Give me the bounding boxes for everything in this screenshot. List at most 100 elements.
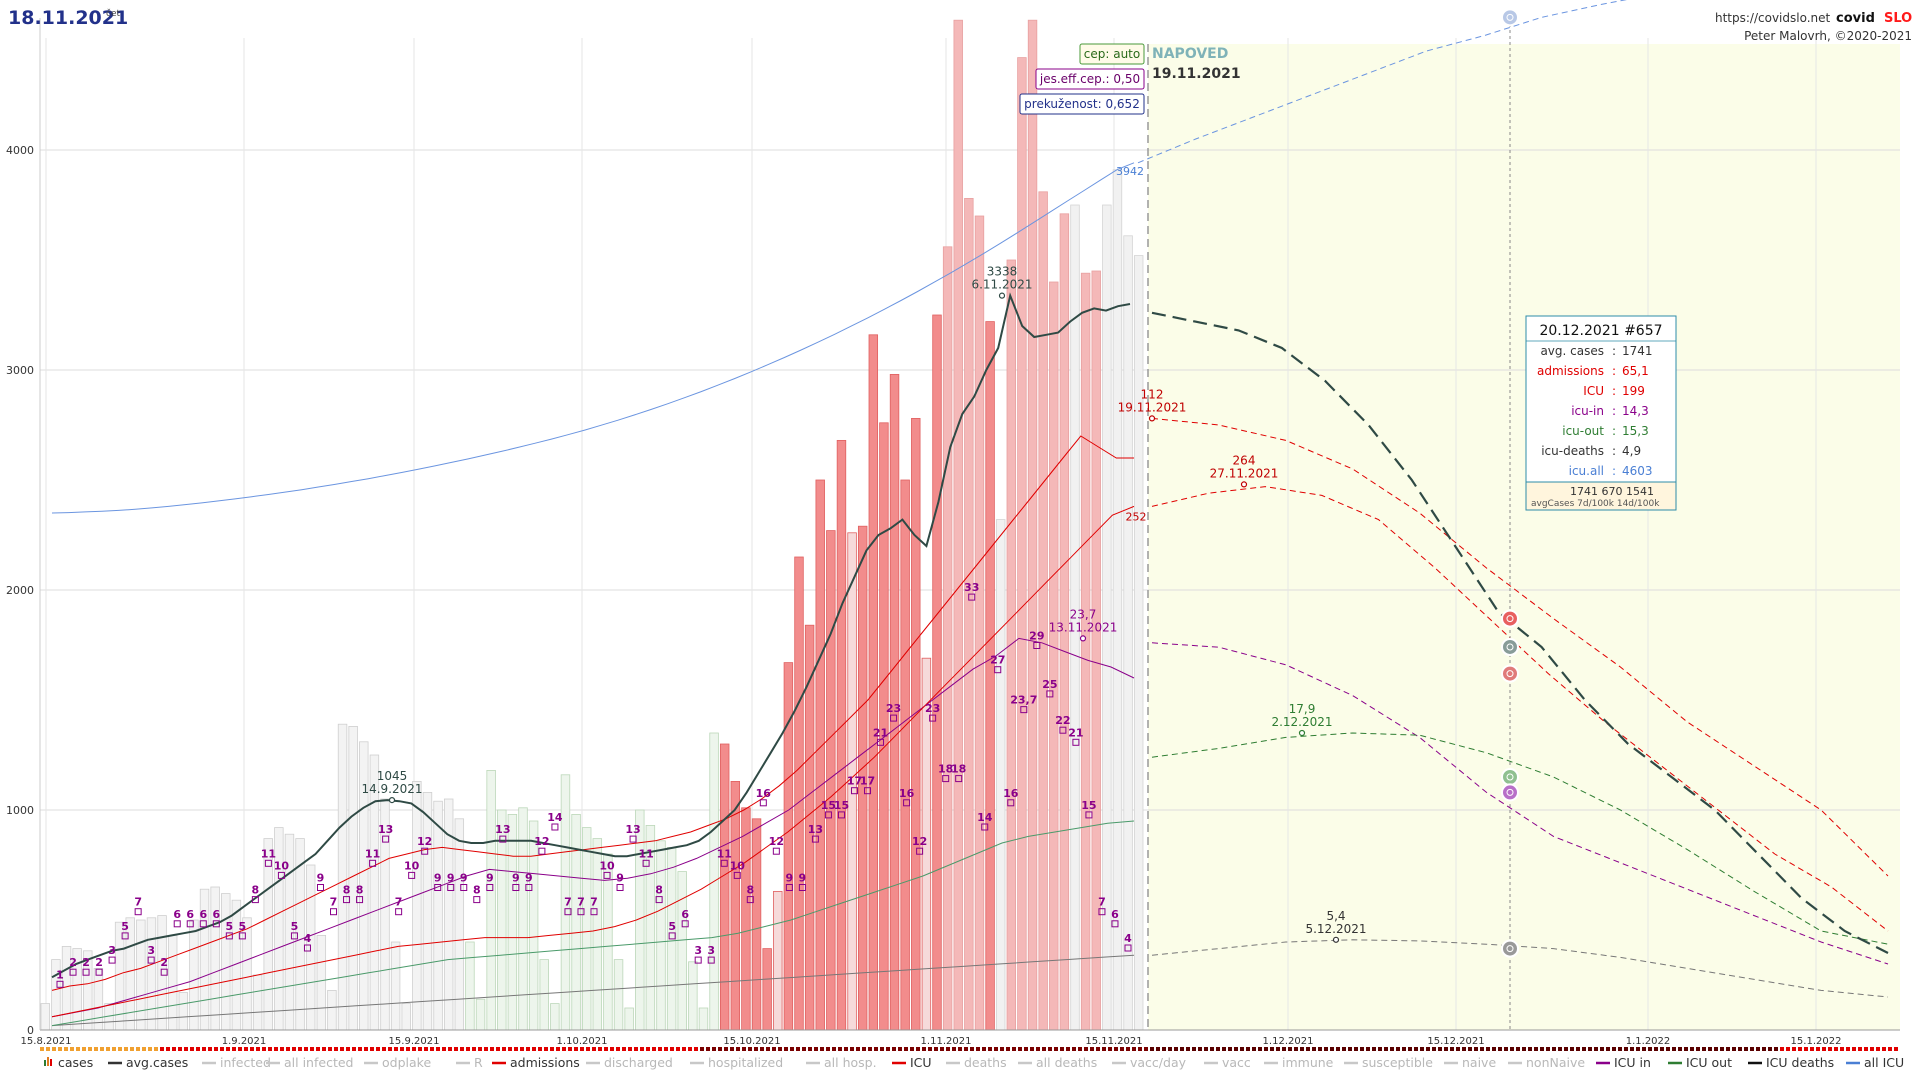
cursor-dot xyxy=(1501,664,1519,683)
icu-in-marker: 14 xyxy=(977,811,993,824)
status-cell xyxy=(1174,1047,1178,1051)
status-cell xyxy=(466,1047,470,1051)
status-cell xyxy=(1630,1047,1634,1051)
legend-item[interactable]: vacc/day xyxy=(1112,1055,1187,1070)
cursor-points xyxy=(1501,8,1519,958)
legend-item[interactable]: all deaths xyxy=(1018,1055,1097,1070)
status-cell xyxy=(808,1047,812,1051)
legend-item[interactable]: naive xyxy=(1444,1055,1496,1070)
status-cell xyxy=(1150,1047,1154,1051)
legend-item[interactable]: discharged xyxy=(586,1055,673,1070)
status-cell xyxy=(1066,1047,1070,1051)
status-cell xyxy=(946,1047,950,1051)
annotation-value: 3338 xyxy=(987,265,1018,279)
status-cell xyxy=(1828,1047,1832,1051)
icu-in-marker: 5 xyxy=(291,920,299,933)
cases-bar xyxy=(964,197,974,1031)
status-cell xyxy=(64,1047,68,1051)
status-cell xyxy=(1744,1047,1748,1051)
annotation-value: 264 xyxy=(1233,453,1256,467)
icu-in-marker-box xyxy=(1098,908,1106,916)
status-cell xyxy=(1522,1047,1526,1051)
status-cell xyxy=(754,1047,758,1051)
icu-in-marker: 9 xyxy=(786,872,794,885)
cases-bar xyxy=(412,781,422,1031)
tooltip-row-sep: : xyxy=(1612,444,1616,458)
status-cell xyxy=(622,1047,626,1051)
icu-in-marker: 12 xyxy=(534,835,549,848)
status-cell xyxy=(1228,1047,1232,1051)
icu-in-marker-box xyxy=(903,799,911,807)
cases-bar xyxy=(868,334,879,1031)
cases-bar xyxy=(932,314,942,1031)
icu-in-marker-box xyxy=(616,884,624,891)
status-cell xyxy=(1042,1047,1046,1051)
legend-item[interactable]: ICU out xyxy=(1668,1055,1732,1070)
status-cell xyxy=(1024,1047,1028,1051)
cases-bar xyxy=(422,792,433,1031)
cursor-dot-core xyxy=(1506,945,1514,953)
status-cell xyxy=(544,1047,548,1051)
legend-item[interactable]: ICU xyxy=(892,1055,932,1070)
status-cell xyxy=(298,1047,302,1051)
status-cell xyxy=(1186,1047,1190,1051)
legend-item[interactable]: all infected xyxy=(266,1055,353,1070)
cases-bar xyxy=(613,959,624,1031)
icu-in-marker: 21 xyxy=(1068,726,1083,739)
legend-label: ICU xyxy=(910,1055,932,1070)
status-cell xyxy=(862,1047,866,1051)
status-cell xyxy=(1642,1047,1646,1051)
legend-item[interactable]: cases xyxy=(44,1055,93,1070)
annotation-value: 5,4 xyxy=(1326,909,1345,923)
annotation-point xyxy=(1148,415,1156,422)
tooltip-row-sep: : xyxy=(1612,404,1616,418)
forecast-overload-box[interactable]: prekuženost: 0,652 xyxy=(1019,93,1145,115)
icu-in-marker: 9 xyxy=(434,872,442,885)
forecast-mode-box[interactable]: cep: auto xyxy=(1079,43,1145,65)
legend-item[interactable]: R xyxy=(456,1055,483,1070)
status-cell xyxy=(586,1047,590,1051)
status-cell xyxy=(1384,1047,1388,1051)
status-cell xyxy=(1396,1047,1400,1051)
status-cell xyxy=(1480,1047,1484,1051)
status-cell xyxy=(1342,1047,1346,1051)
icu-in-marker-box xyxy=(199,920,207,928)
legend-item[interactable]: infected xyxy=(202,1055,271,1070)
forecast-avg-cases-line xyxy=(1151,311,1889,954)
status-cell xyxy=(130,1047,134,1051)
status-cell xyxy=(334,1047,338,1051)
icu-in-marker: 13 xyxy=(808,823,823,836)
forecast-eff-box[interactable]: jes.eff.cep.: 0,50 xyxy=(1035,68,1145,90)
legend-item[interactable]: vacc xyxy=(1204,1055,1251,1070)
legend-item[interactable]: ICU deaths xyxy=(1748,1055,1834,1070)
legend-item[interactable]: susceptible xyxy=(1344,1055,1433,1070)
source-url[interactable]: https://covidslo.net xyxy=(1715,11,1831,25)
legend-item[interactable]: deaths xyxy=(946,1055,1007,1070)
status-cell xyxy=(700,1047,704,1051)
icu-in-marker: 7 xyxy=(590,896,598,909)
icu-in-marker-box xyxy=(955,775,963,783)
icu-in-marker-box xyxy=(486,884,494,891)
icu-in-marker-box xyxy=(238,932,246,940)
legend-item[interactable]: immune xyxy=(1264,1055,1334,1070)
legend-item[interactable]: ICU in xyxy=(1596,1055,1651,1070)
icu-in-marker: 23 xyxy=(886,702,901,715)
legend-item[interactable]: avg.cases xyxy=(108,1055,188,1070)
status-cell xyxy=(1852,1047,1856,1051)
icu-in-marker-box xyxy=(1124,944,1132,952)
legend-item[interactable]: all ICU xyxy=(1846,1055,1904,1070)
icu-in-marker: 15 xyxy=(821,799,836,812)
legend-item[interactable]: odplake xyxy=(364,1055,431,1070)
legend-item[interactable]: admissions xyxy=(492,1055,580,1070)
legend-item[interactable]: hospitalized xyxy=(690,1055,783,1070)
cases-bar xyxy=(974,215,985,1031)
forecast-title: NAPOVED xyxy=(1152,46,1228,62)
legend-item[interactable]: nonNaive xyxy=(1508,1055,1585,1070)
icu-in-marker-box xyxy=(994,666,1002,674)
icu-in-marker-box xyxy=(759,799,767,807)
status-cell xyxy=(238,1047,242,1051)
cases-bar xyxy=(1112,169,1123,1031)
icu-in-marker-box xyxy=(277,871,285,879)
icu-in-marker: 6 xyxy=(199,908,207,921)
legend-item[interactable]: all hosp. xyxy=(806,1055,877,1070)
